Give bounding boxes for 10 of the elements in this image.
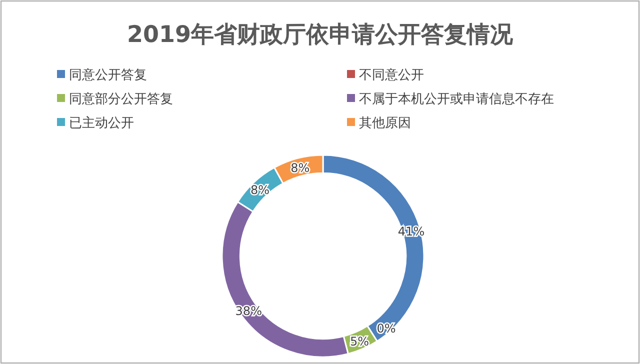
legend-label: 已主动公开 [69,115,134,131]
legend-label: 不同意公开 [359,68,424,83]
chart-title: 2019年省财政厅依申请公开答复情况 [126,22,514,48]
data-label: 5% [350,334,370,348]
data-label: 8% [250,183,270,197]
legend-label: 同意部分公开答复 [69,92,173,107]
legend-label: 不属于本机公开或申请信息不存在 [359,92,554,107]
legend-label: 其他原因 [359,116,411,131]
legend-label: 同意公开答复 [69,68,147,83]
data-label: 8% [290,160,310,175]
